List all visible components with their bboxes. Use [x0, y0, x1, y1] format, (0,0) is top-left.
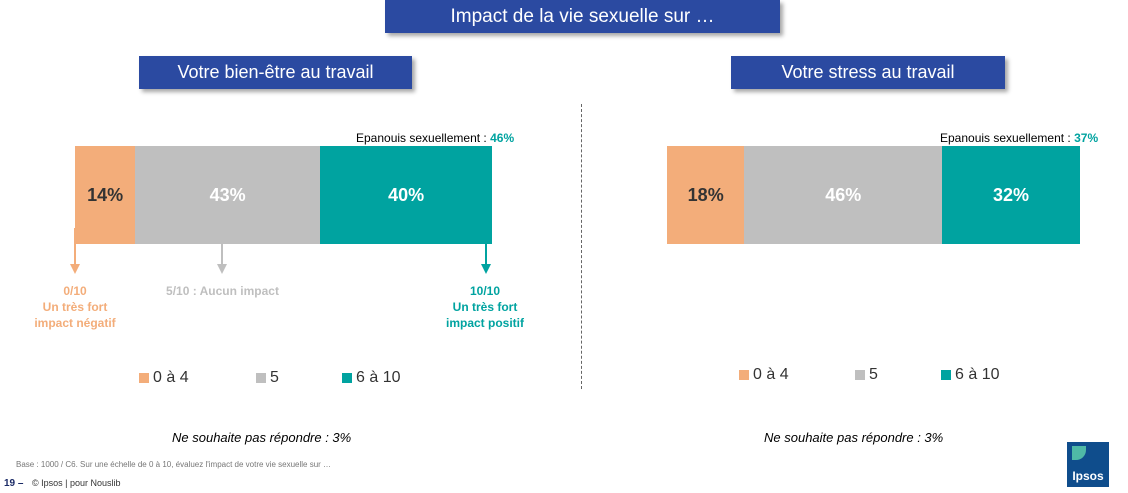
- bar-data-label: 46%: [825, 184, 862, 205]
- legend-item-low: 0 à 4: [139, 369, 189, 387]
- footer-base-text: Base : 1000 / C6. Sur une échelle de 0 à…: [16, 460, 332, 469]
- arrow-mid: [217, 244, 227, 274]
- bar-data-label: 32%: [992, 184, 1029, 205]
- legend-item-low: 0 à 4: [739, 366, 789, 384]
- annotation-stress: Epanouis sexuellement : 37%: [940, 131, 1098, 145]
- no-answer-note-wellbeing: Ne souhaite pas répondre : 3%: [172, 430, 352, 445]
- annotation-value: 37%: [1074, 131, 1099, 145]
- bar-segment-low: 18%: [667, 146, 745, 244]
- scale-low-text-1: Un très fort: [42, 300, 108, 314]
- bar-segment-mid: 43%: [135, 146, 321, 244]
- page-title: Impact de la vie sexuelle sur …: [385, 0, 780, 33]
- bar-data-label: 14%: [87, 184, 124, 205]
- chart-title-stress: Votre stress au travail: [731, 56, 1005, 89]
- page-number: 19 –: [4, 478, 24, 489]
- annotation-label: Epanouis sexuellement :: [356, 131, 487, 145]
- annotation-value: 46%: [490, 131, 515, 145]
- no-answer-note-stress: Ne souhaite pas répondre : 3%: [764, 430, 944, 445]
- legend-item-mid: 5: [855, 366, 878, 384]
- divider: [581, 104, 582, 389]
- legend-label: 6 à 10: [955, 366, 1000, 383]
- copyright: © Ipsos | pour Nouslib: [31, 478, 121, 488]
- scale-high-title: 10/10: [469, 284, 501, 298]
- scale-low-label: 0/10 Un très fort impact négatif: [20, 283, 130, 331]
- legend-swatch: [739, 370, 749, 380]
- legend-swatch: [342, 373, 352, 383]
- bar-segment-low: 14%: [75, 146, 136, 244]
- legend-swatch: [139, 373, 149, 383]
- scale-high-label: 10/10 Un très fort impact positif: [430, 283, 540, 331]
- scale-low-title: 0/10: [63, 284, 87, 298]
- legend-label: 5: [869, 366, 878, 383]
- legend-swatch: [855, 370, 865, 380]
- bar-data-label: 40%: [388, 184, 425, 205]
- arrow-high: [481, 244, 491, 274]
- legend-swatch: [941, 370, 951, 380]
- legend-label: 0 à 4: [753, 366, 789, 383]
- footer-page-info: 19 – © Ipsos | pour Nouslib: [4, 478, 121, 489]
- arrow-low: [70, 228, 80, 274]
- chart-title-wellbeing: Votre bien-être au travail: [139, 56, 412, 89]
- legend-item-mid: 5: [256, 369, 279, 387]
- annotation-label: Epanouis sexuellement :: [940, 131, 1071, 145]
- bar-segment-mid: 46%: [744, 146, 943, 244]
- legend-swatch: [256, 373, 266, 383]
- bar-segment-high: 40%: [320, 146, 493, 244]
- logo-accent-icon: [1072, 446, 1086, 460]
- scale-mid-text: 5/10 : Aucun impact: [166, 284, 279, 298]
- scale-mid-label: 5/10 : Aucun impact: [150, 283, 295, 299]
- scale-high-text-2: impact positif: [445, 316, 524, 330]
- scale-low-text-2: impact négatif: [34, 316, 116, 330]
- legend-item-high: 6 à 10: [342, 369, 400, 387]
- scale-arrows: [70, 228, 491, 274]
- bar-data-label: 43%: [209, 184, 246, 205]
- legend-label: 5: [270, 369, 279, 386]
- scale-high-text-1: Un très fort: [452, 300, 518, 314]
- bar-segment-high: 32%: [942, 146, 1080, 244]
- annotation-wellbeing: Epanouis sexuellement : 46%: [356, 131, 514, 145]
- legend-label: 6 à 10: [356, 369, 401, 386]
- bar-data-label: 18%: [687, 184, 724, 205]
- legend-item-high: 6 à 10: [941, 366, 999, 384]
- legend-label: 0 à 4: [153, 369, 189, 386]
